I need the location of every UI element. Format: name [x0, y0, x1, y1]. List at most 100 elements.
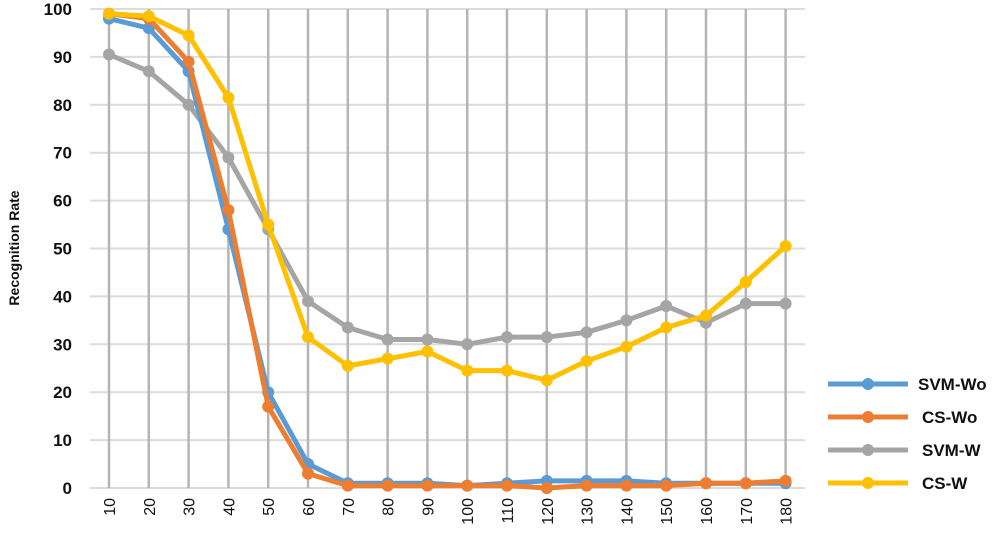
x-tick-label: 40: [221, 498, 238, 516]
y-tick-label: 80: [53, 96, 72, 115]
data-point: [302, 331, 314, 344]
y-tick-label: 100: [44, 0, 72, 19]
legend-label: SVM-Wo: [918, 375, 987, 394]
series-line: [108, 16, 786, 489]
legend-label: SVM-W: [922, 441, 982, 460]
data-point: [302, 295, 314, 308]
series-cs-w: [103, 7, 792, 387]
data-point: [182, 55, 195, 68]
data-point: [222, 204, 235, 217]
y-tick-label: 30: [53, 335, 72, 354]
y-axis-title: Recognition Rate: [6, 190, 22, 305]
data-point: [461, 364, 474, 377]
data-point: [580, 479, 593, 492]
data-point: [262, 218, 275, 231]
data-point: [739, 276, 752, 289]
data-point: [381, 479, 394, 492]
x-tick-label: 100: [460, 498, 477, 525]
y-tick-label: 50: [53, 240, 72, 259]
data-point: [103, 7, 115, 20]
x-tick-label: 180: [779, 498, 796, 525]
data-point: [700, 309, 712, 322]
data-point: [739, 477, 752, 490]
legend-label: CS-Wo: [922, 408, 977, 427]
series-svm-wo: [103, 12, 792, 492]
data-point: [739, 297, 752, 310]
data-point: [580, 355, 593, 368]
data-point: [620, 340, 633, 353]
x-axis-ticks: 10 20 30 40 50 60 70 80 90 100 110 120 130 140 150 160 1…: [102, 498, 796, 525]
data-point: [222, 91, 235, 104]
x-tick-label: 160: [699, 498, 716, 525]
series-line: [108, 11, 788, 383]
data-point: [779, 240, 792, 253]
data-point: [540, 331, 553, 344]
series-svm-w: [103, 48, 792, 351]
x-tick-label: 60: [301, 498, 318, 516]
x-tick-label: 140: [619, 498, 636, 525]
data-point: [620, 314, 633, 327]
data-point: [620, 479, 633, 492]
data-point: [540, 374, 553, 387]
x-tick-label: 30: [182, 498, 199, 516]
series-line: [108, 52, 786, 347]
data-point: [262, 400, 275, 413]
data-point: [700, 477, 712, 490]
gridlines: [90, 8, 805, 489]
y-axis-ticks: 0 10 20 30 40 50 60 70 80 90 100: [44, 0, 72, 498]
data-point: [341, 359, 354, 372]
x-tick-label: 20: [142, 498, 159, 516]
data-point: [182, 98, 195, 111]
legend-marker: [862, 444, 874, 456]
data-point: [421, 333, 434, 346]
data-point: [341, 321, 354, 334]
data-point: [103, 48, 115, 61]
series-group: [103, 7, 792, 494]
y-tick-label: 0: [63, 479, 72, 498]
data-point: [302, 467, 314, 480]
data-point: [501, 331, 513, 344]
data-point: [660, 321, 673, 334]
legend-item: CS-W: [828, 474, 968, 493]
x-tick-label: 70: [341, 498, 358, 516]
x-tick-label: 150: [659, 498, 676, 525]
legend-label: CS-W: [922, 474, 968, 493]
y-tick-label: 40: [53, 287, 72, 306]
legend-item: SVM-Wo: [828, 375, 987, 394]
y-tick-label: 20: [53, 383, 72, 402]
data-point: [779, 474, 792, 487]
data-point: [779, 297, 792, 310]
y-tick-label: 70: [53, 144, 72, 163]
legend-item: SVM-W: [828, 441, 982, 460]
data-point: [341, 479, 354, 492]
legend-item: CS-Wo: [828, 408, 977, 427]
data-point: [381, 333, 394, 346]
series-cs-wo: [103, 7, 792, 494]
data-point: [461, 479, 474, 492]
data-point: [461, 338, 474, 351]
x-tick-label: 90: [420, 498, 437, 516]
legend-marker: [862, 411, 874, 423]
x-tick-label: 110: [500, 498, 517, 524]
legend-marker: [862, 378, 874, 390]
data-point: [660, 479, 673, 492]
x-tick-label: 80: [381, 498, 398, 516]
data-point: [421, 479, 434, 492]
data-point: [421, 345, 434, 358]
data-point: [222, 151, 235, 164]
data-point: [501, 364, 513, 377]
series-line: [108, 11, 786, 491]
data-point: [540, 482, 553, 494]
data-point: [660, 299, 673, 312]
data-point: [580, 326, 593, 339]
data-point: [501, 479, 513, 492]
x-tick-label: 120: [540, 498, 557, 525]
data-point: [381, 352, 394, 365]
y-tick-label: 10: [53, 431, 72, 450]
data-point: [142, 65, 155, 78]
legend-marker: [862, 477, 874, 489]
y-tick-label: 90: [53, 48, 72, 67]
legend: SVM-Wo CS-Wo SVM-W CS-W: [828, 375, 987, 493]
x-tick-label: 170: [739, 498, 756, 525]
